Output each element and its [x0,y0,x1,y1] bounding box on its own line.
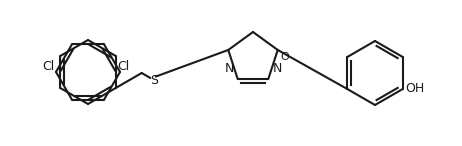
Text: S: S [150,73,158,86]
Text: Cl: Cl [42,60,55,73]
Text: Cl: Cl [118,60,130,73]
Text: O: O [281,52,290,62]
Text: OH: OH [406,82,425,95]
Text: N: N [225,62,234,75]
Text: N: N [272,62,282,75]
